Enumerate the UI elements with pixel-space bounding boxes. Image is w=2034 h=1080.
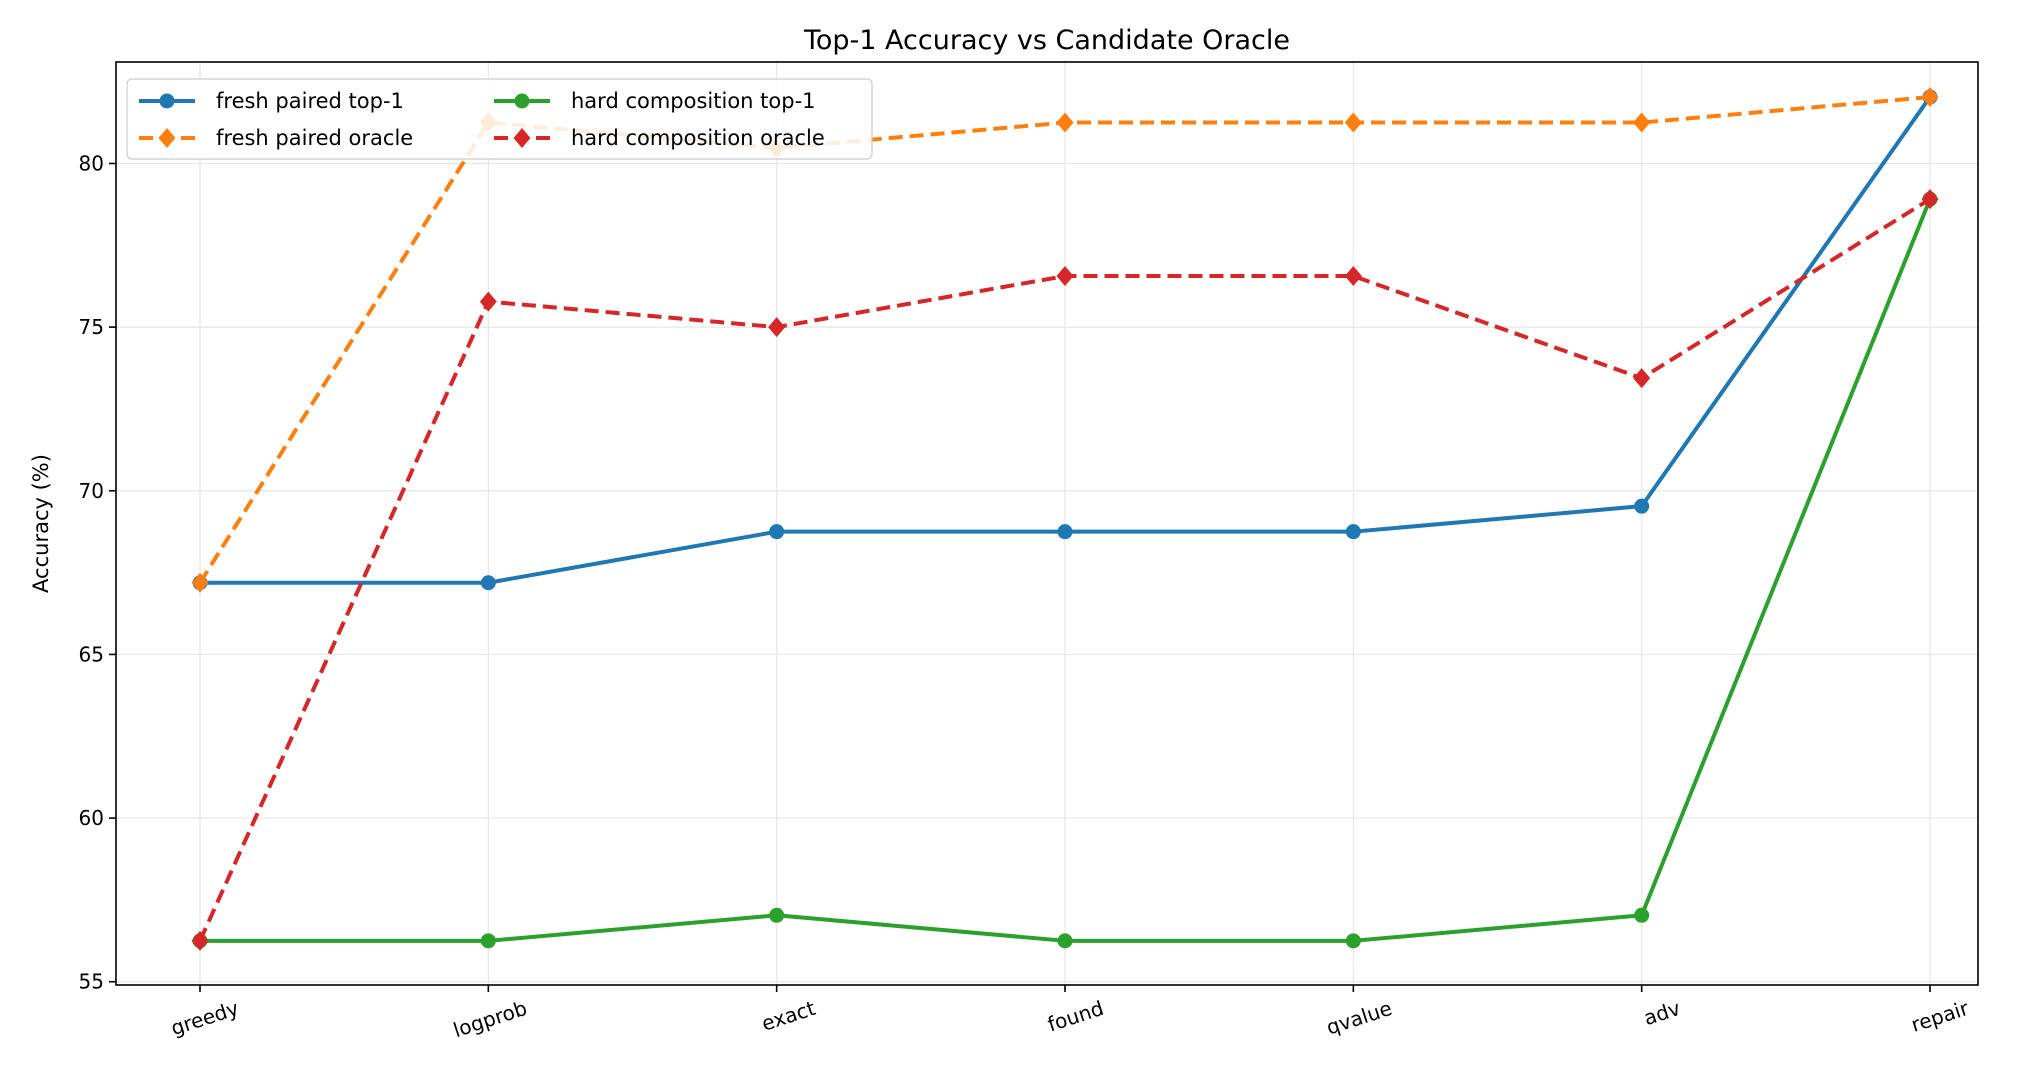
- legend: fresh paired top-1 fresh paired oracle har…: [126, 78, 873, 160]
- data-point: [1921, 87, 1939, 108]
- data-point: [768, 317, 786, 338]
- y-tick-label: 60: [79, 806, 104, 830]
- data-point: [1633, 368, 1651, 389]
- data-point: [1344, 112, 1362, 133]
- y-tick-label: 65: [79, 642, 104, 666]
- y-tick-label: 80: [79, 151, 104, 175]
- legend-label: fresh paired top-1: [216, 89, 404, 113]
- data-point: [1345, 524, 1361, 540]
- data-point: [1634, 498, 1650, 514]
- series-layer: [191, 87, 1939, 951]
- data-point: [1057, 933, 1073, 949]
- legend-swatch-marker: [514, 93, 530, 109]
- legend-box: [126, 78, 873, 160]
- data-point: [1921, 189, 1939, 210]
- data-point: [1057, 524, 1073, 540]
- legend-label: hard composition oracle: [571, 126, 825, 150]
- y-tick-label: 70: [79, 479, 104, 503]
- data-point: [480, 575, 496, 591]
- plot-frame: [115, 61, 1979, 986]
- y-tick-label: 55: [79, 970, 104, 994]
- y-tick-label: 75: [79, 315, 104, 339]
- legend-label: fresh paired oracle: [216, 126, 413, 150]
- data-point: [1345, 933, 1361, 949]
- data-point: [191, 930, 209, 951]
- legend-swatch-marker: [159, 93, 175, 109]
- data-point: [1344, 266, 1362, 287]
- y-axis-title: Accuracy (%): [29, 454, 53, 593]
- grid: [116, 62, 1978, 985]
- chart-title: Top-1 Accuracy vs Candidate Oracle: [803, 25, 1290, 56]
- data-point: [769, 907, 785, 923]
- data-point: [1056, 112, 1074, 133]
- legend-swatch-marker: [513, 128, 531, 148]
- data-point: [479, 291, 497, 312]
- legend-swatch-marker: [158, 128, 176, 148]
- legend-label: hard composition top-1: [571, 89, 816, 113]
- data-point: [1634, 907, 1650, 923]
- data-point: [1056, 266, 1074, 287]
- data-point: [1633, 112, 1651, 133]
- data-point: [191, 572, 209, 593]
- data-point: [769, 524, 785, 540]
- data-point: [480, 933, 496, 949]
